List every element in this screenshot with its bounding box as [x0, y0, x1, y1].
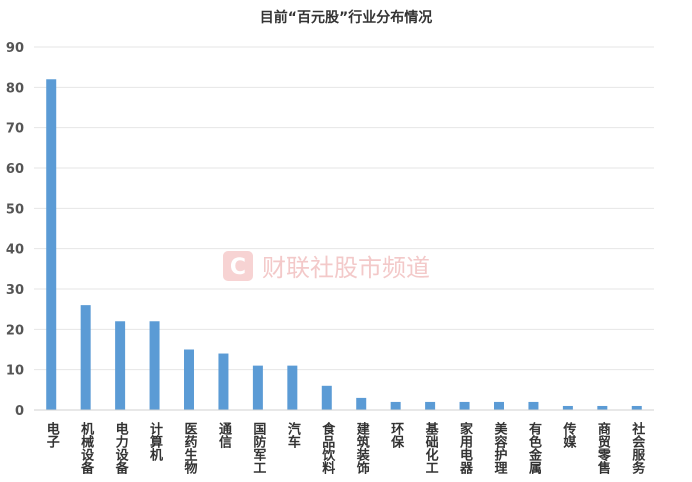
bar — [356, 397, 367, 410]
x-tick-label: 国防军工 — [250, 422, 266, 474]
y-tick-label: 30 — [6, 283, 24, 298]
x-tick-label: 机械设备 — [78, 421, 95, 475]
x-tick-label: 通信 — [216, 421, 232, 449]
bar — [631, 405, 642, 410]
watermark: C 财联社股市频道 — [223, 251, 430, 282]
bar — [80, 305, 91, 410]
y-tick-label: 90 — [6, 41, 24, 56]
x-tick-label: 汽车 — [285, 421, 301, 449]
x-tick-label: 食品饮料 — [319, 421, 336, 475]
x-tick-label: 电子 — [44, 421, 60, 449]
bar — [287, 365, 298, 410]
x-tick-label: 家用电器 — [457, 421, 474, 475]
bar — [218, 353, 229, 410]
x-tick-label: 电力设备 — [113, 421, 130, 475]
x-tick-label: 商贸零售 — [595, 421, 612, 475]
x-tick-label: 社会服务 — [629, 421, 646, 475]
bar — [425, 401, 436, 410]
bar — [46, 79, 57, 411]
y-tick-label: 0 — [15, 404, 24, 419]
bar — [597, 405, 608, 410]
bar — [494, 401, 504, 410]
bar — [390, 401, 401, 410]
y-tick-label: 10 — [6, 364, 24, 379]
svg-text:C: C — [230, 255, 246, 280]
x-tick-label: 美容护理 — [492, 421, 509, 474]
watermark-text: 财联社股市频道 — [262, 254, 430, 282]
bar — [459, 401, 470, 410]
bar — [528, 401, 539, 410]
y-tick-label: 70 — [6, 122, 24, 137]
x-tick-label: 基础化工 — [423, 421, 440, 474]
y-tick-label: 50 — [6, 202, 24, 217]
grid-lines — [34, 46, 654, 371]
x-tick-label: 有色金属 — [526, 421, 543, 475]
bar — [321, 385, 332, 410]
y-tick-label: 60 — [6, 162, 24, 177]
watermark-logo-icon — [223, 251, 253, 281]
x-tick-label: 建筑装饰 — [354, 421, 371, 475]
x-tick-label: 医药生物 — [182, 422, 198, 475]
y-tick-label: 80 — [6, 81, 24, 96]
bar — [149, 321, 160, 410]
chart-title: 目前“百元股”行业分布情况 — [260, 9, 432, 26]
y-axis: 0 10 20 30 40 50 60 70 80 90 — [6, 41, 24, 419]
bar — [252, 365, 263, 410]
bar — [184, 349, 194, 410]
bar — [115, 321, 126, 410]
y-tick-label: 40 — [6, 243, 24, 258]
x-tick-label: 计算机 — [147, 421, 163, 462]
x-tick-label: 环保 — [388, 422, 405, 449]
bar — [562, 405, 573, 410]
y-tick-label: 20 — [6, 323, 24, 338]
bars — [46, 79, 642, 411]
x-tick-label: 传媒 — [560, 421, 577, 449]
x-axis: 电子 机械设备 电力设备 计算机 医药生物 通信 国防军工 汽车 食品饮料 建筑装饰 环保 基础化工家… — [44, 421, 646, 475]
